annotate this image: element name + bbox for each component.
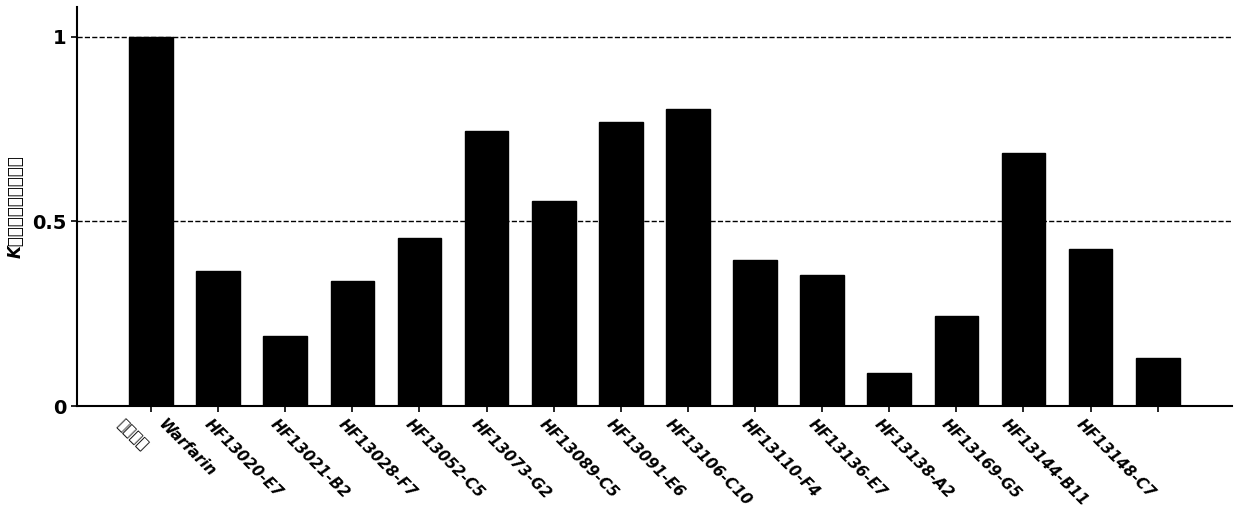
Bar	[733, 260, 777, 407]
Bar	[1136, 358, 1180, 407]
Bar	[1069, 249, 1113, 407]
Bar	[667, 109, 710, 407]
Bar	[465, 131, 508, 407]
Bar	[934, 316, 979, 407]
Bar	[532, 201, 575, 407]
Bar	[1001, 153, 1046, 407]
Bar	[129, 37, 172, 407]
Y-axis label: K底物均一化的荧光值: K底物均一化的荧光值	[7, 155, 25, 258]
Bar	[398, 238, 441, 407]
Bar	[264, 336, 307, 407]
Bar	[331, 281, 374, 407]
Bar	[598, 122, 643, 407]
Bar	[800, 275, 844, 407]
Bar	[196, 271, 240, 407]
Bar	[867, 373, 911, 407]
